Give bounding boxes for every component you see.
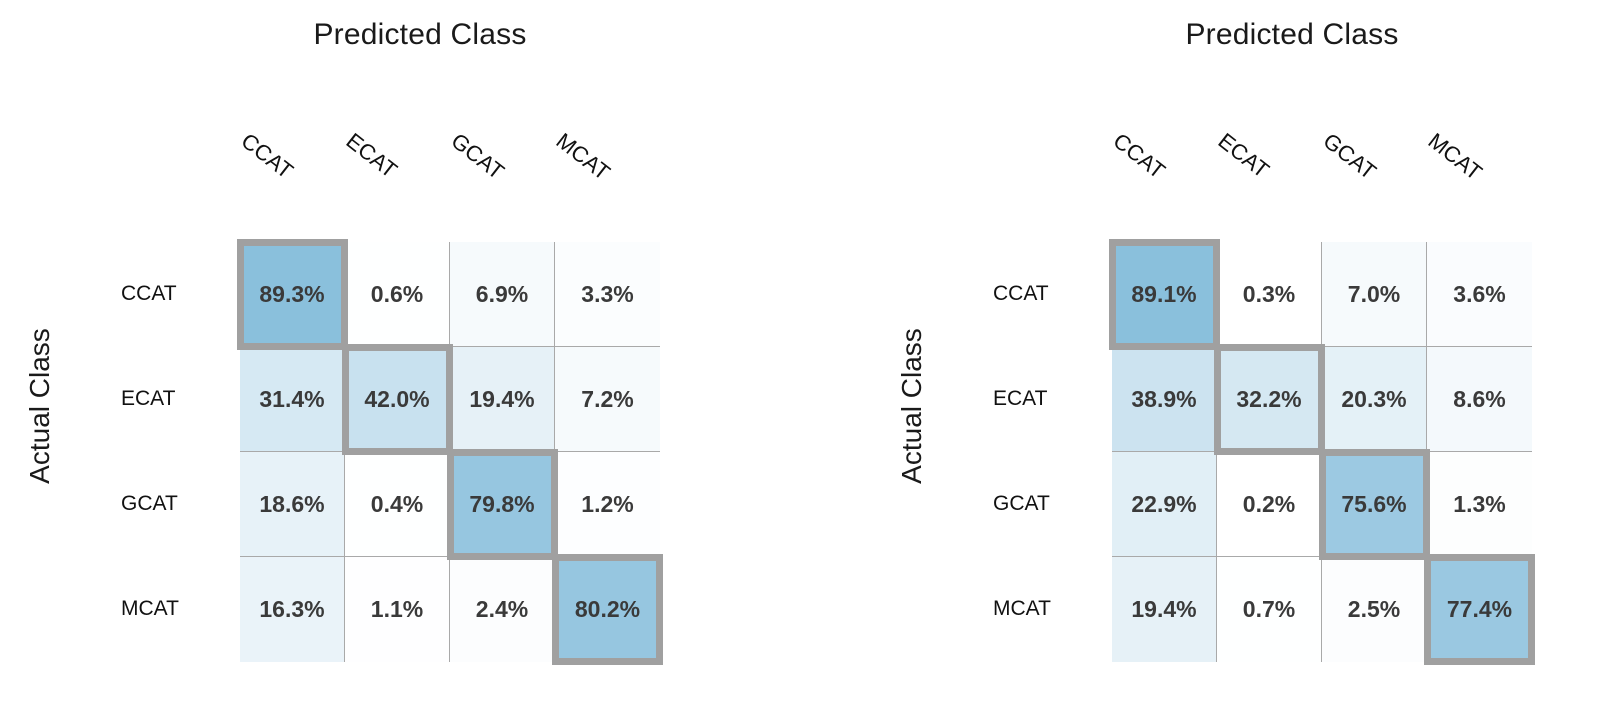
- heatmap-cell: 19.4%: [1112, 557, 1217, 662]
- heatmap-cell: 77.4%: [1427, 557, 1532, 662]
- heatmap-cell: 2.5%: [1322, 557, 1427, 662]
- column-label-ccat: CCAT: [1108, 128, 1170, 184]
- heatmap-cell: 31.4%: [240, 347, 345, 452]
- heatmap-cell: 0.3%: [1217, 242, 1322, 347]
- row-label-gcat: GCAT: [993, 492, 1050, 515]
- heatmap-grid: 89.3% 0.6% 6.9% 3.3% 31.4% 42.0% 19.4% 7.2% 18.6…: [237, 239, 663, 665]
- confusion-matrix-left: Predicted Class Actual Class CCAT ECAT GCA…: [0, 0, 800, 705]
- heatmap-cell: 18.6%: [240, 452, 345, 557]
- heatmap-cell: 6.9%: [450, 242, 555, 347]
- heatmap-cell: 80.2%: [555, 557, 660, 662]
- heatmap-cell: 0.7%: [1217, 557, 1322, 662]
- heatmap-cell: 2.4%: [450, 557, 555, 662]
- heatmap-cell: 3.3%: [555, 242, 660, 347]
- row-label-ecat: ECAT: [121, 387, 176, 410]
- heatmap-cell: 0.2%: [1217, 452, 1322, 557]
- row-label-mcat: MCAT: [121, 597, 179, 620]
- row-label-mcat: MCAT: [993, 597, 1051, 620]
- chart-title: Predicted Class: [1185, 18, 1399, 51]
- column-label-ecat: ECAT: [1213, 128, 1274, 183]
- chart-title: Predicted Class: [313, 18, 527, 51]
- heatmap-cell: 79.8%: [450, 452, 555, 557]
- column-label-gcat: GCAT: [446, 128, 509, 185]
- column-label-gcat: GCAT: [1318, 128, 1381, 185]
- row-label-ccat: CCAT: [121, 282, 177, 305]
- heatmap-cell: 7.0%: [1322, 242, 1427, 347]
- confusion-matrix-right: Predicted Class Actual Class CCAT ECAT GCA…: [872, 0, 1621, 705]
- heatmap-cell: 19.4%: [450, 347, 555, 452]
- heatmap-cell: 75.6%: [1322, 452, 1427, 557]
- heatmap-cell: 32.2%: [1217, 347, 1322, 452]
- heatmap-cell: 89.3%: [240, 242, 345, 347]
- column-label-mcat: MCAT: [551, 128, 615, 186]
- row-label-gcat: GCAT: [121, 492, 178, 515]
- y-axis-label: Actual Class: [24, 328, 55, 484]
- heatmap-cell: 1.3%: [1427, 452, 1532, 557]
- heatmap-cell: 22.9%: [1112, 452, 1217, 557]
- heatmap-grid: 89.1% 0.3% 7.0% 3.6% 38.9% 32.2% 20.3% 8.6% 22.9…: [1109, 239, 1535, 665]
- heatmap-cell: 16.3%: [240, 557, 345, 662]
- heatmap-cell: 8.6%: [1427, 347, 1532, 452]
- row-label-ecat: ECAT: [993, 387, 1048, 410]
- column-label-ccat: CCAT: [236, 128, 298, 184]
- row-label-ccat: CCAT: [993, 282, 1049, 305]
- heatmap-cell: 1.1%: [345, 557, 450, 662]
- heatmap-cell: 38.9%: [1112, 347, 1217, 452]
- heatmap-cell: 3.6%: [1427, 242, 1532, 347]
- y-axis-label: Actual Class: [896, 328, 927, 484]
- column-label-mcat: MCAT: [1423, 128, 1487, 186]
- column-label-ecat: ECAT: [341, 128, 402, 183]
- heatmap-cell: 20.3%: [1322, 347, 1427, 452]
- heatmap-cell: 7.2%: [555, 347, 660, 452]
- heatmap-cell: 89.1%: [1112, 242, 1217, 347]
- heatmap-cell: 0.4%: [345, 452, 450, 557]
- heatmap-cell: 0.6%: [345, 242, 450, 347]
- heatmap-cell: 42.0%: [345, 347, 450, 452]
- heatmap-cell: 1.2%: [555, 452, 660, 557]
